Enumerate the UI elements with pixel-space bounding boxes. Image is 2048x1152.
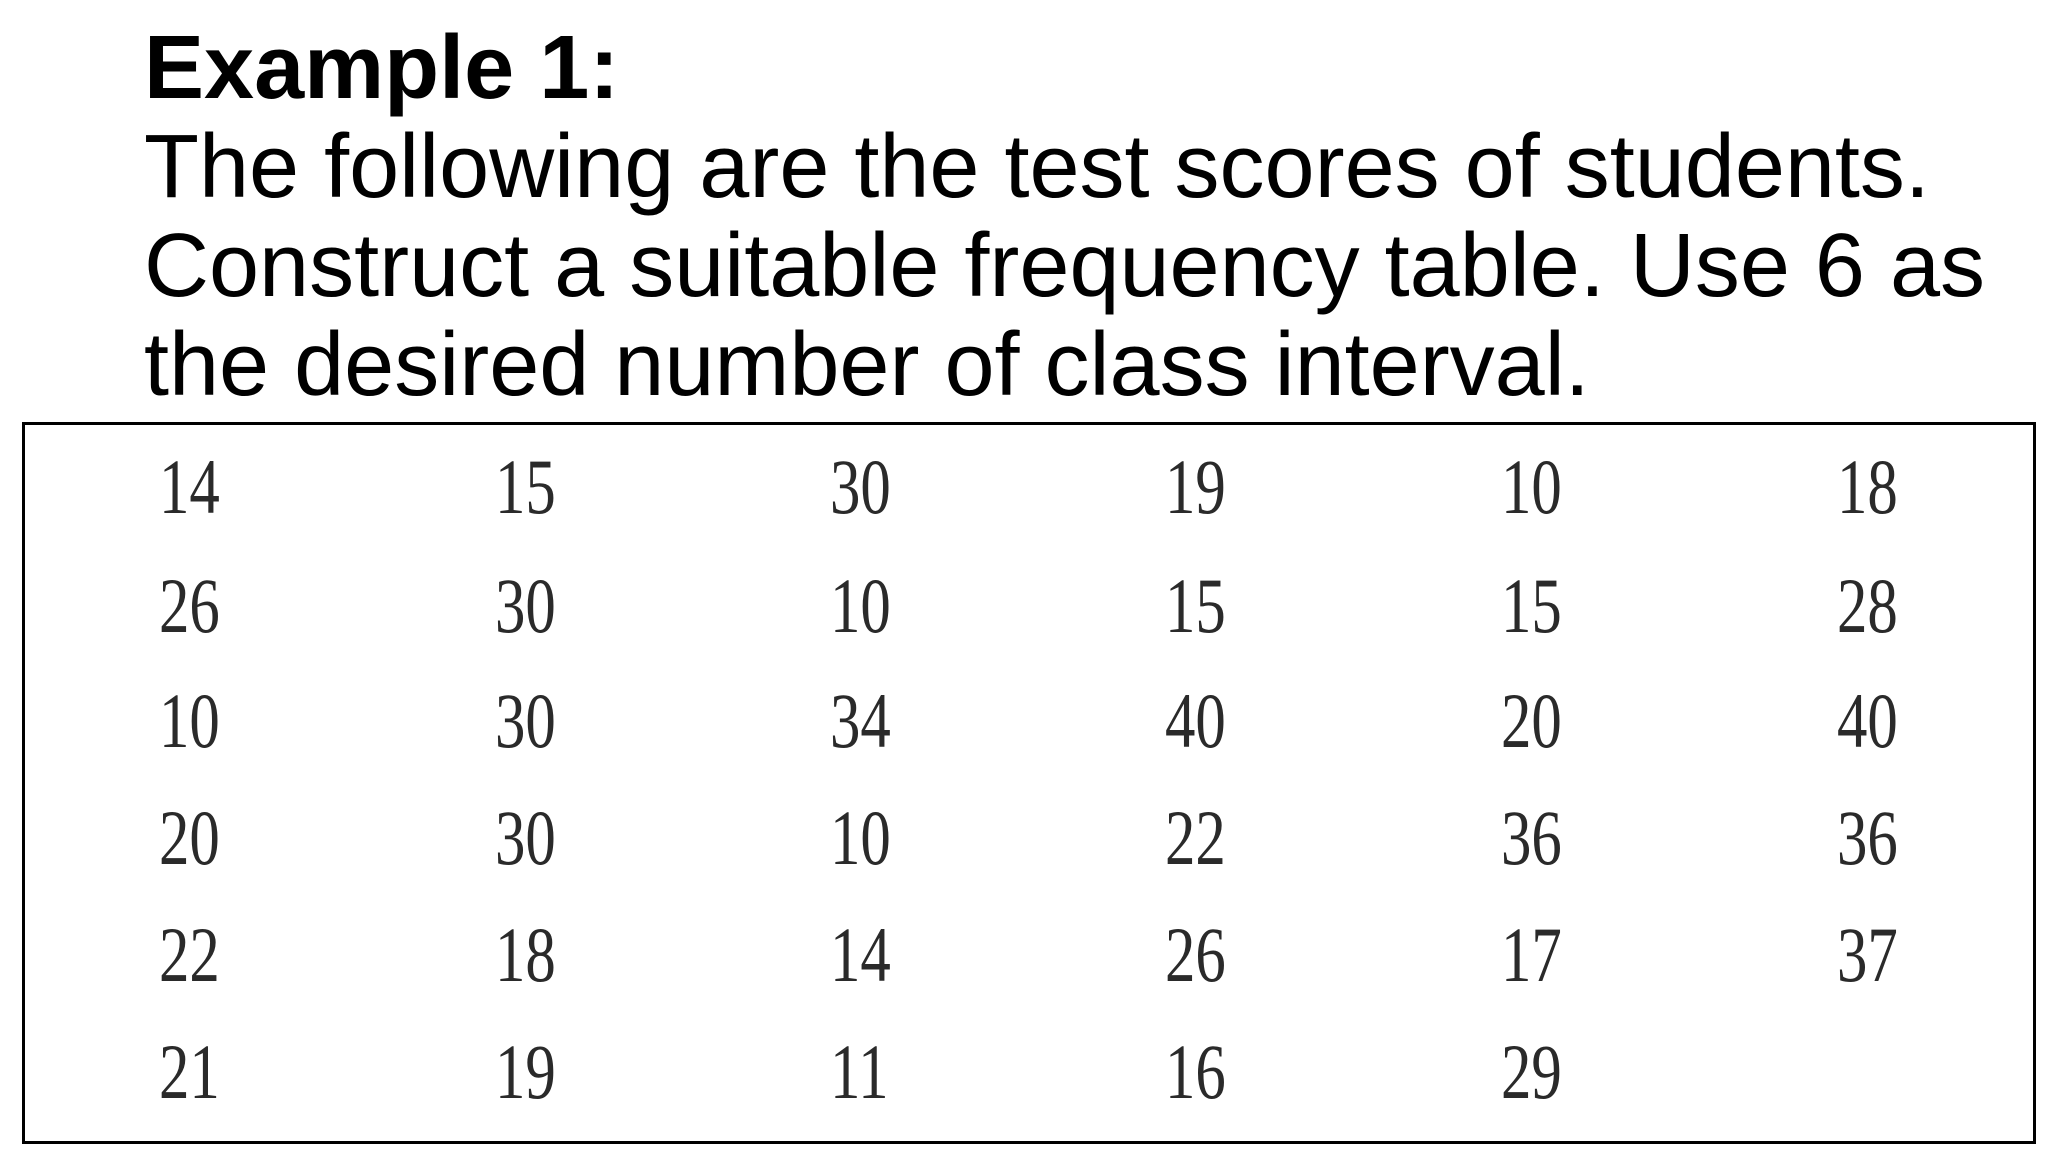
- score-cell: 10: [830, 562, 891, 649]
- score-cell: 10: [159, 677, 220, 764]
- score-cell: 22: [159, 911, 220, 998]
- scores-grid: 14 15 30 19 10 18 26 30 10 15 15 28 10 30 34 40 20 40 20 30…: [25, 425, 2033, 1141]
- score-cell: 37: [1837, 911, 1898, 998]
- score-cell: 30: [495, 794, 556, 881]
- score-cell: 20: [1501, 677, 1562, 764]
- score-cell: 10: [830, 794, 891, 881]
- score-cell: 30: [495, 677, 556, 764]
- score-cell: 30: [830, 443, 891, 530]
- score-cell: 22: [1165, 794, 1226, 881]
- table-row: 26 30 10 15 15 28: [25, 556, 2033, 656]
- problem-statement: Example 1: The following are the test sc…: [144, 18, 2024, 415]
- score-cell: 40: [1165, 677, 1226, 764]
- score-cell: 17: [1501, 911, 1562, 998]
- score-cell: 19: [1165, 443, 1226, 530]
- score-cell: 29: [1501, 1028, 1562, 1115]
- score-cell: 20: [159, 794, 220, 881]
- score-cell: 30: [495, 562, 556, 649]
- prompt-line: The following are the test scores of stu…: [144, 117, 1930, 217]
- score-cell: 14: [159, 443, 220, 530]
- test-scores-table: 14 15 30 19 10 18 26 30 10 15 15 28 10 30 34 40 20 40 20 30…: [22, 422, 2036, 1144]
- score-cell: 10: [1501, 443, 1562, 530]
- score-cell: 28: [1837, 562, 1898, 649]
- table-row: 10 30 34 40 20 40: [25, 671, 2033, 771]
- score-cell: 15: [1501, 562, 1562, 649]
- score-cell: 36: [1837, 794, 1898, 881]
- score-cell: 18: [495, 911, 556, 998]
- prompt-line: Construct a suitable frequency table. Us…: [144, 216, 1986, 316]
- score-cell: 15: [1165, 562, 1226, 649]
- score-cell: 40: [1837, 677, 1898, 764]
- score-cell: 21: [159, 1028, 220, 1115]
- score-cell: 19: [495, 1028, 556, 1115]
- score-cell: 14: [830, 911, 891, 998]
- example-heading: Example 1:: [144, 18, 620, 118]
- score-cell: 15: [495, 443, 556, 530]
- prompt-line: the desired number of class interval.: [144, 315, 1590, 415]
- score-cell: 34: [830, 677, 891, 764]
- table-row: 20 30 10 22 36 36: [25, 788, 2033, 888]
- table-row: 22 18 14 26 17 37: [25, 905, 2033, 1005]
- score-cell: 16: [1165, 1028, 1226, 1115]
- table-row: 14 15 30 19 10 18: [25, 437, 2033, 537]
- score-cell: 26: [159, 562, 220, 649]
- score-cell: 18: [1837, 443, 1898, 530]
- score-cell: 11: [830, 1028, 889, 1115]
- score-cell: 26: [1165, 911, 1226, 998]
- table-row: 21 19 11 16 29: [25, 1022, 2033, 1122]
- score-cell: 36: [1501, 794, 1562, 881]
